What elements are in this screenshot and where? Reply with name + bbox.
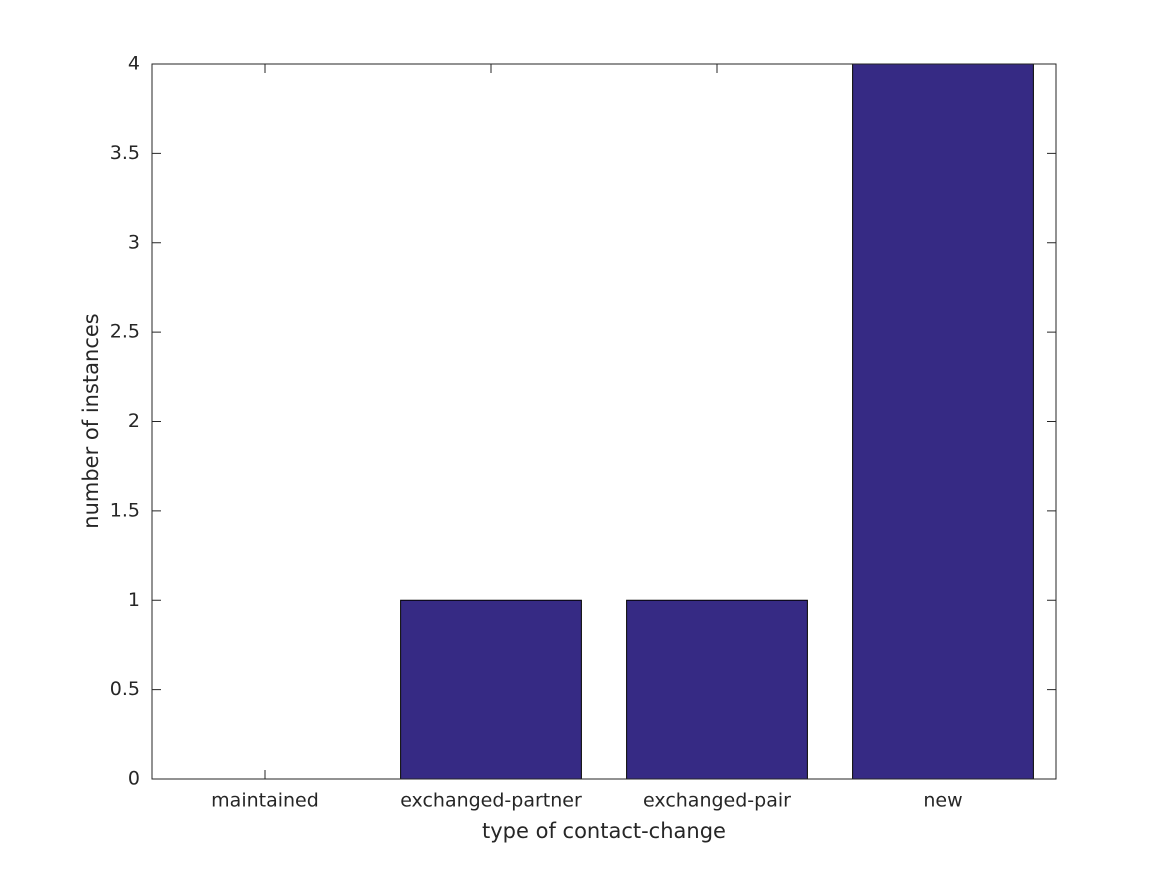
y-tick-label: 4 [128, 53, 140, 75]
y-tick-label: 1.5 [110, 499, 140, 521]
y-tick-label: 1 [128, 589, 140, 611]
bar [852, 63, 1034, 780]
bar [400, 599, 582, 780]
y-tick-label: 3 [128, 231, 140, 253]
y-tick-label: 3.5 [110, 142, 140, 164]
y-axis-label: number of instances [79, 313, 103, 528]
y-tick-label: 2 [128, 410, 140, 432]
y-tick-label: 2.5 [110, 321, 140, 343]
y-tick-label: 0 [128, 768, 140, 790]
x-tick-label: maintained [211, 790, 319, 812]
bar [626, 599, 808, 780]
axes-box [151, 63, 1057, 780]
x-tick-label: new [923, 790, 962, 812]
x-axis-label: type of contact-change [482, 819, 726, 843]
x-tick-label: exchanged-partner [400, 790, 582, 812]
x-tick-label: exchanged-pair [643, 790, 791, 812]
y-tick-label: 0.5 [110, 678, 140, 700]
